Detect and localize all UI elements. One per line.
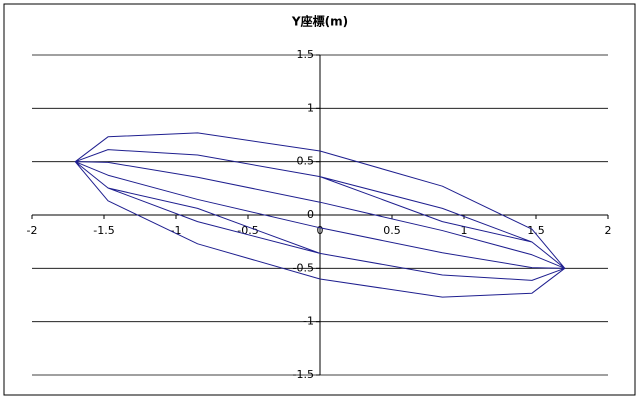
x-tick-label: 1: [461, 224, 468, 237]
y-tick-label: 1.5: [297, 48, 315, 61]
x-tick-label: 2: [605, 224, 612, 237]
x-tick-label: 0.5: [383, 224, 401, 237]
chart-title: Y座標(m): [291, 14, 348, 29]
x-tick-label: -1: [171, 224, 182, 237]
x-tick-label: -2: [27, 224, 38, 237]
y-tick-label: -0.5: [293, 261, 314, 274]
x-tick-label: -1.5: [93, 224, 114, 237]
y-tick-label: -1: [303, 315, 314, 328]
y-tick-label: 0.5: [297, 155, 315, 168]
y-tick-label: -1.5: [293, 368, 314, 381]
x-tick-label: 1.5: [527, 224, 545, 237]
y-tick-label: 1: [307, 101, 314, 114]
series-line: [74, 132, 566, 298]
